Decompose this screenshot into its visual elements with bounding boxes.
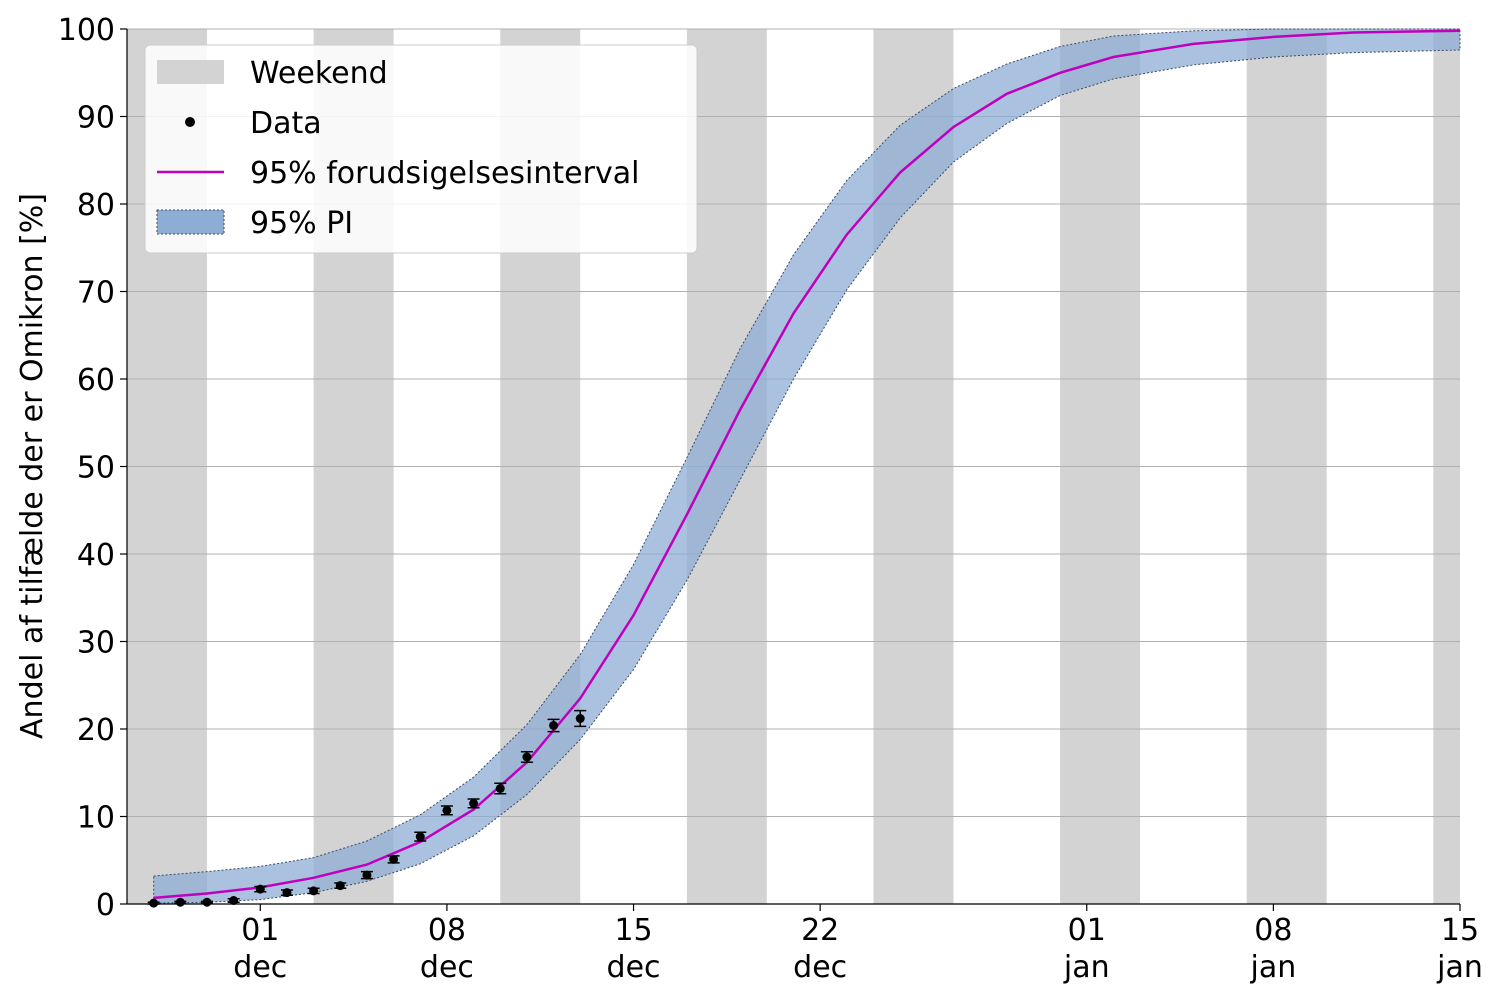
data-marker [575, 714, 585, 723]
y-tick-label: 50 [77, 451, 115, 486]
x-tick-label-day: 22 [801, 913, 839, 948]
legend-box [144, 44, 698, 254]
data-point [467, 798, 480, 809]
y-tick-label: 60 [77, 363, 115, 398]
legend-item: Data [185, 106, 322, 141]
x-tick-label-month: dec [420, 950, 474, 985]
data-marker [442, 805, 452, 815]
data-marker [229, 896, 239, 905]
x-tick-label-month: jan [1436, 950, 1483, 985]
data-point [360, 870, 373, 880]
legend-data-marker [185, 117, 195, 127]
prediction-line [153, 29, 1461, 900]
data-marker [255, 884, 265, 894]
data-point [547, 718, 560, 733]
y-tick-label: 40 [77, 538, 115, 573]
data-point [494, 782, 507, 795]
y-tick-label: 20 [77, 713, 115, 748]
legend-item: 95% forudsigelsesinterval [157, 156, 639, 191]
data-point [227, 896, 240, 905]
data-marker [309, 886, 319, 896]
data-point [414, 831, 427, 842]
axes: 010203040506070809010001dec08dec15dec22d… [58, 13, 1483, 985]
x-tick-label-month: jan [1063, 950, 1110, 985]
x-tick-label-month: jan [1250, 950, 1297, 985]
legend-weekend-swatch [157, 60, 224, 84]
legend-label: Data [250, 106, 322, 141]
data-point [280, 888, 293, 898]
x-tick-label-month: dec [793, 950, 847, 985]
data-point [307, 886, 320, 896]
x-tick-label-day: 15 [1441, 913, 1479, 948]
data-marker [282, 888, 292, 898]
y-tick-label: 10 [77, 801, 115, 836]
x-tick-label-month: dec [607, 950, 661, 985]
data-point [254, 884, 267, 894]
data-point [440, 805, 453, 816]
data-marker [415, 832, 425, 842]
x-tick-label-month: dec [233, 950, 287, 985]
data-marker [175, 897, 185, 907]
legend-label: Weekend [250, 56, 388, 91]
data-marker [389, 854, 399, 864]
data-marker [149, 898, 159, 908]
data-point [387, 854, 400, 864]
data-point [520, 751, 533, 763]
y-tick-label: 30 [77, 626, 115, 661]
data-point [574, 709, 587, 728]
data-marker [469, 798, 479, 808]
x-tick-label-day: 08 [428, 913, 466, 948]
data-marker [335, 881, 345, 891]
y-tick-label: 100 [58, 13, 115, 48]
y-tick-label: 80 [77, 188, 115, 223]
x-tick-label-day: 01 [1068, 913, 1106, 948]
x-tick-label-day: 08 [1254, 913, 1292, 948]
data-marker [362, 870, 372, 880]
x-tick-label-day: 01 [241, 913, 279, 948]
legend-item: 95% PI [156, 206, 353, 241]
y-tick-label: 90 [77, 101, 115, 136]
data-marker [495, 784, 505, 793]
legend-item: Weekend [157, 56, 388, 91]
data-point [334, 881, 347, 891]
data-marker [522, 752, 532, 762]
y-tick-label: 70 [77, 276, 115, 311]
y-axis-label: Andel af tilfælde der er Omikron [%] [15, 193, 50, 739]
y-tick-label: 0 [96, 888, 115, 923]
legend: Weekend Data 95% forudsigelsesinterval 95% … [144, 44, 698, 254]
legend-label: 95% forudsigelsesinterval [250, 156, 639, 191]
data-marker [202, 897, 212, 907]
legend-band-swatch [156, 209, 225, 235]
x-tick-label-day: 15 [614, 913, 652, 948]
legend-label: 95% PI [250, 206, 353, 241]
data-marker [549, 721, 559, 730]
